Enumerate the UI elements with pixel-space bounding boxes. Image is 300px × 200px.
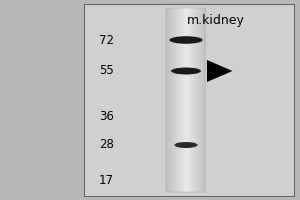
- Bar: [168, 8, 169, 192]
- Bar: [191, 8, 192, 192]
- Text: 72: 72: [99, 33, 114, 46]
- Bar: [178, 8, 179, 192]
- Text: m.kidney: m.kidney: [187, 14, 245, 27]
- Bar: [203, 8, 204, 192]
- Ellipse shape: [169, 36, 202, 44]
- Bar: [174, 8, 175, 192]
- Ellipse shape: [171, 68, 201, 74]
- Polygon shape: [207, 60, 232, 82]
- Bar: [185, 8, 186, 192]
- Bar: [181, 8, 182, 192]
- Bar: [195, 8, 196, 192]
- Text: 28: 28: [99, 138, 114, 150]
- Bar: [169, 8, 170, 192]
- Bar: [170, 8, 171, 192]
- Bar: [193, 8, 194, 192]
- Bar: [190, 8, 191, 192]
- Bar: [179, 8, 180, 192]
- Bar: [192, 8, 193, 192]
- Bar: [189, 8, 190, 192]
- Bar: [188, 8, 189, 192]
- Bar: [201, 8, 202, 192]
- Bar: [168, 8, 169, 192]
- Bar: [182, 8, 183, 192]
- Bar: [183, 8, 184, 192]
- Bar: [198, 8, 199, 192]
- Bar: [196, 8, 197, 192]
- Text: 36: 36: [99, 110, 114, 122]
- Bar: [167, 8, 206, 192]
- Bar: [180, 8, 181, 192]
- Bar: [194, 8, 195, 192]
- Bar: [171, 8, 172, 192]
- Bar: [199, 8, 200, 192]
- Text: 55: 55: [99, 64, 114, 76]
- Bar: [187, 8, 188, 192]
- Bar: [177, 8, 178, 192]
- Bar: [184, 8, 185, 192]
- Bar: [204, 8, 205, 192]
- Bar: [200, 8, 201, 192]
- FancyBboxPatch shape: [84, 4, 294, 196]
- Bar: [186, 8, 187, 192]
- Bar: [176, 8, 177, 192]
- Bar: [202, 8, 203, 192]
- Ellipse shape: [174, 142, 198, 148]
- Bar: [167, 8, 168, 192]
- Text: 17: 17: [99, 173, 114, 186]
- Bar: [172, 8, 173, 192]
- Bar: [205, 8, 206, 192]
- Bar: [173, 8, 174, 192]
- Bar: [197, 8, 198, 192]
